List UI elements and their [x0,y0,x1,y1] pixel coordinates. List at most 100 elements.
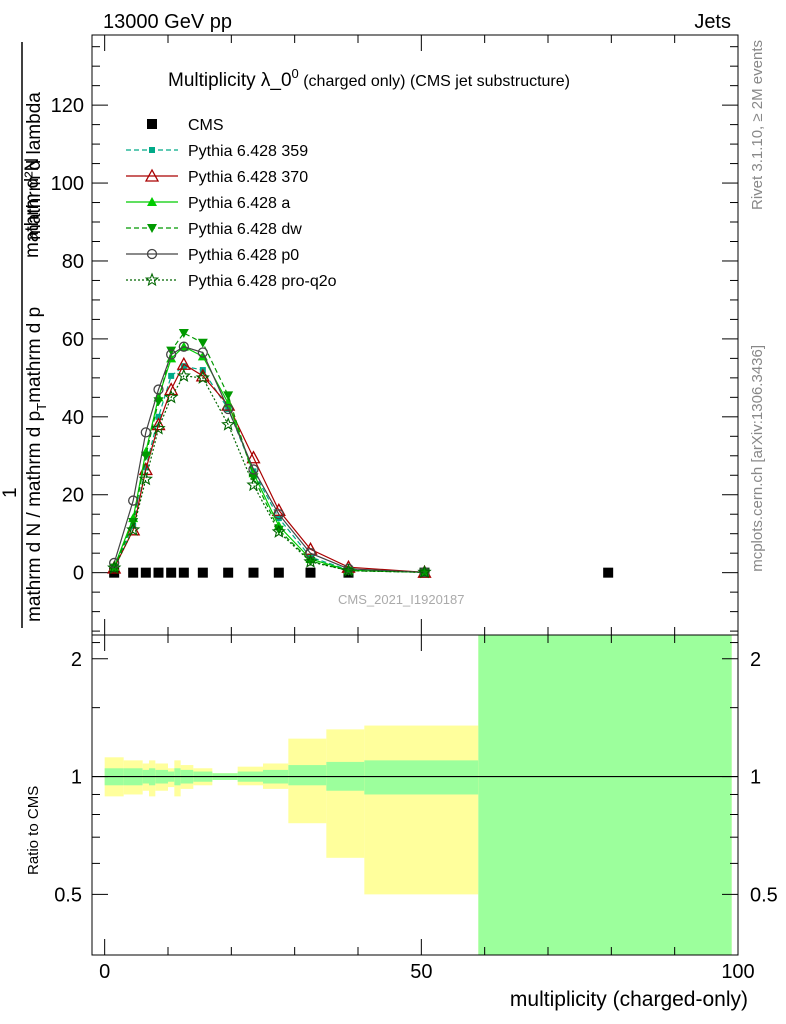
legend-marker-2 [144,168,160,182]
series-point-0 [140,567,151,578]
series-point-6 [164,389,179,404]
series-point-0 [305,567,316,578]
series-point-6 [221,417,236,431]
series-point-5 [197,347,208,358]
legend-label-4: Pythia 6.428 dw [188,221,302,238]
main-y-tick-label: 40 [62,407,84,429]
ratio-y-tick-label-right: 1 [750,767,761,789]
x-tick-label: 100 [721,961,754,983]
series-line-6 [113,375,425,573]
y-label-den-3: mathrm d lambda [24,92,45,240]
y-label-upper-den: mathrm d lambda [24,92,45,240]
header-left: 13000 GeV pp [103,11,232,33]
ratio-y-label: Ratio to CMS [25,786,42,875]
legend-label-6: Pythia 6.428 pro-q2o [188,273,337,290]
main-y-tick-label: 20 [62,485,84,507]
ratio-y-tick-label-right: 0.5 [750,884,778,906]
y-label-numerator: mathrm d²N [22,158,43,258]
main-y-tick-label: 100 [51,173,84,195]
legend-label-0: CMS [188,117,224,134]
series-line-3 [113,345,425,573]
stat-band [288,765,327,786]
legend-marker-3 [147,197,157,206]
legend-marker-0 [147,119,157,129]
series-point-5 [305,548,316,559]
main-y-label: mathrm d²N 1 mathrm d N / mathrm d pTmat… [0,42,49,628]
y-label-denominator: mathrm d N / mathrm d pTmathrm d p [24,307,49,622]
ratio-y-tick-label-right: 2 [750,649,761,671]
main-y-tick-label: 120 [51,95,84,117]
legend-marker-4 [147,224,157,233]
analysis-watermark: CMS_2021_I1920187 [338,592,465,607]
series-line-2 [113,363,425,573]
series-point-2 [246,450,261,464]
x-tick-label: 0 [99,961,110,983]
y-label-den-part1: 1 [0,487,21,498]
series-point-5 [153,384,164,395]
series-point-5 [166,349,177,360]
ratio-bands [92,635,738,955]
rivet-label: Rivet 3.1.10, ≥ 2M events [749,40,766,210]
ratio-y-tick-label: 2 [71,649,82,671]
series-point-4 [223,391,234,401]
series-point-6 [176,368,191,383]
series-point-0 [197,567,208,578]
header-right: Jets [694,11,731,33]
series-point-6 [151,420,166,435]
series-point-0 [273,567,284,578]
x-tick-label: 50 [410,961,432,983]
series-point-0 [166,567,177,578]
stat-band [478,635,732,955]
legend-label-2: Pythia 6.428 370 [188,169,308,186]
plot-title-main: Multiplicity λ_0 [168,70,292,91]
legend-marker-1 [149,147,155,153]
series-line-4 [113,332,425,573]
legend: CMS Pythia 6.428 359 Pythia 6.428 370 Pythi… [126,117,337,290]
y-label-den-1: mathrm d N / mathrm d p [24,411,45,622]
mcplots-label: mcplots.cern.ch [arXiv:1306.3436] [749,345,766,572]
series-point-6 [246,477,261,492]
y-label-den-sub1: T [34,403,49,411]
legend-marker-6 [144,272,160,287]
series-point-1 [168,372,175,379]
series-point-1 [155,413,162,420]
series-point-0 [248,567,259,578]
ratio-y-tick-label: 0.5 [54,884,82,906]
main-y-tick-label: 80 [62,251,84,273]
series-point-2 [164,382,179,396]
legend-label-3: Pythia 6.428 a [188,195,290,212]
legend-label-1: Pythia 6.428 359 [188,143,308,160]
series-point-6 [195,370,210,384]
series-point-6 [271,524,286,538]
syst-band [326,729,365,858]
series-line-5 [113,346,425,573]
main-series [107,329,614,579]
x-axis-label: multiplicity (charged-only) [510,988,748,1011]
main-y-tick-label: 60 [62,329,84,351]
series-point-5 [178,341,189,352]
stat-band [364,760,479,795]
series-point-0 [128,567,139,578]
plot-title-rest: (charged only) (CMS jet substructure) [299,73,570,90]
series-point-5 [223,403,234,415]
ratio-plot-frame [91,634,739,956]
series-point-6 [341,563,356,577]
syst-band [364,725,479,895]
series-point-6 [126,522,141,536]
series-point-6 [303,554,318,568]
series-point-5 [128,495,139,506]
series-point-0 [223,567,234,578]
ratio-y-tick-label: 1 [71,767,82,789]
series-point-6 [138,471,153,486]
series-point-4 [197,338,208,348]
series-point-0 [603,567,614,578]
series-point-0 [178,567,189,578]
series-point-6 [417,564,432,579]
legend-marker-5 [146,248,158,260]
main-ticks: 0 20 40 60 80 100 120 [51,35,739,635]
series-point-4 [166,346,177,356]
plot-title-sup: 0 [292,66,299,81]
main-y-tick-label: 0 [73,563,84,585]
series-point-4 [178,329,189,339]
